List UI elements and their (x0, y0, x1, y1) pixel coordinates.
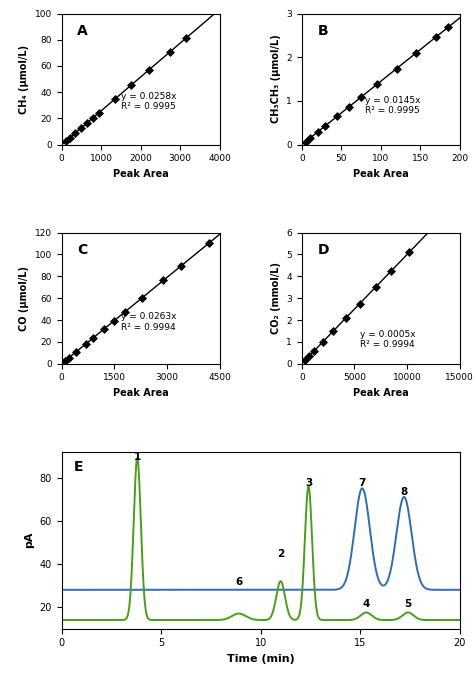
Text: 4: 4 (363, 599, 370, 609)
Text: 8: 8 (401, 487, 408, 497)
Text: B: B (318, 24, 328, 38)
Text: 6: 6 (235, 577, 242, 587)
X-axis label: Peak Area: Peak Area (113, 169, 168, 179)
Text: y = 0.0258x
R² = 0.9995: y = 0.0258x R² = 0.9995 (121, 92, 176, 111)
X-axis label: Time (min): Time (min) (227, 654, 294, 664)
X-axis label: Peak Area: Peak Area (113, 388, 168, 398)
X-axis label: Peak Area: Peak Area (353, 388, 409, 398)
Text: C: C (77, 243, 88, 257)
Text: E: E (73, 460, 83, 475)
Y-axis label: CH₄ (μmol/L): CH₄ (μmol/L) (19, 45, 29, 114)
Text: 2: 2 (277, 550, 284, 560)
Y-axis label: CO (μmol/L): CO (μmol/L) (19, 266, 29, 331)
Y-axis label: pA: pA (24, 532, 34, 548)
Text: y = 0.0263x
R² = 0.9994: y = 0.0263x R² = 0.9994 (121, 312, 177, 332)
Text: 3: 3 (305, 478, 312, 488)
Y-axis label: CH₃CH₃ (μmol/L): CH₃CH₃ (μmol/L) (271, 34, 281, 124)
Text: 5: 5 (404, 599, 411, 609)
Text: D: D (318, 243, 329, 257)
Y-axis label: CO₂ (mmol/L): CO₂ (mmol/L) (271, 262, 281, 334)
X-axis label: Peak Area: Peak Area (353, 169, 409, 179)
Text: y = 0.0145x
R² = 0.9995: y = 0.0145x R² = 0.9995 (365, 95, 420, 115)
Text: y = 0.0005x
R² = 0.9994: y = 0.0005x R² = 0.9994 (360, 330, 415, 349)
Text: 7: 7 (358, 478, 366, 488)
Text: 1: 1 (134, 452, 141, 462)
Text: A: A (77, 24, 88, 38)
